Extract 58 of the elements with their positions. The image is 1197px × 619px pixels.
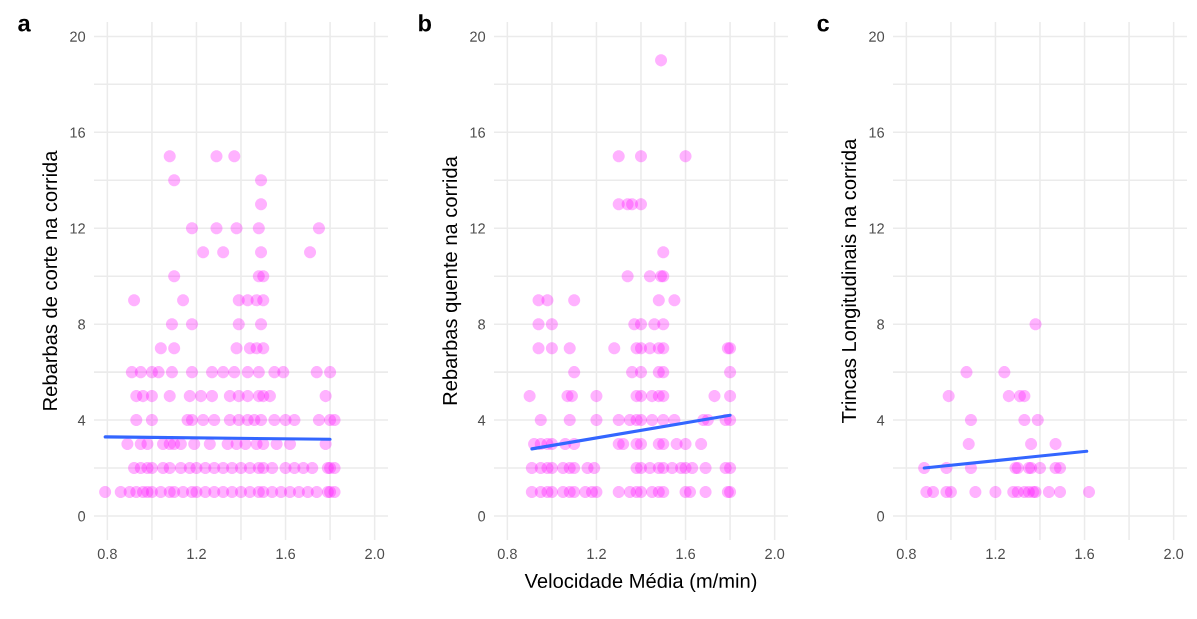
point (1033, 462, 1047, 475)
point (964, 414, 977, 427)
x-tick-label: 0.8 (896, 548, 916, 560)
x-tick-label: 2.0 (365, 548, 385, 560)
y-tick-label: 0 (78, 511, 86, 522)
y-tick-label: 20 (70, 31, 86, 42)
chart-title: c (817, 18, 829, 32)
point (1018, 390, 1031, 403)
point (989, 486, 1002, 499)
x-tick-label: 1.6 (276, 548, 296, 560)
y-tick-label: 4 (477, 415, 486, 426)
y-tick-label: 16 (70, 127, 86, 138)
point (944, 486, 957, 499)
y-tick-label: 16 (470, 127, 486, 138)
y-tick-label: 8 (78, 319, 86, 330)
point (1029, 318, 1042, 331)
x-tick-label: 2.0 (765, 548, 785, 560)
x-tick-label: 0.8 (97, 548, 117, 560)
y-axis-title: Rebarbas de corte na corrida (42, 150, 58, 410)
point (960, 366, 973, 379)
point (962, 438, 975, 451)
point (1054, 486, 1067, 499)
x-axis-title: Velocidade Média (m/min) (524, 573, 757, 593)
point (1025, 438, 1038, 451)
y-tick-label: 12 (70, 223, 85, 234)
y-tick-label: 0 (877, 511, 885, 522)
y-axis-title: Rebarbas quente na corrida (442, 156, 462, 405)
y-tick-label: 12 (470, 223, 485, 234)
x-tick-label: 0.8 (497, 548, 517, 560)
y-tick-label: 8 (877, 319, 885, 330)
x-tick-label: 1.6 (676, 548, 696, 560)
point (969, 486, 982, 499)
point (1054, 462, 1067, 475)
point (927, 486, 940, 499)
y-tick-label: 8 (478, 319, 486, 330)
y-tick-label: 16 (869, 127, 885, 138)
y-tick-label: 20 (470, 31, 486, 42)
chart-title: a (18, 18, 31, 32)
point (1018, 414, 1031, 427)
point (942, 390, 955, 403)
point (1031, 414, 1044, 427)
y-axis-title: Trincas Longitudinais na corrida (841, 138, 861, 423)
x-tick-label: 1.2 (587, 548, 606, 559)
point (1002, 390, 1015, 403)
point (1049, 438, 1062, 451)
x-tick-label: 2.0 (1164, 548, 1184, 560)
x-tick-label: 1.2 (986, 548, 1005, 559)
point (1082, 486, 1096, 499)
y-tick-label: 0 (478, 511, 486, 522)
y-tick-label: 4 (77, 415, 86, 426)
x-tick-label: 1.6 (1075, 548, 1095, 560)
point (1042, 486, 1055, 499)
y-tick-label: 4 (876, 415, 885, 426)
y-tick-label: 20 (869, 31, 885, 42)
y-tick-label: 12 (869, 223, 884, 234)
chart-title: b (419, 14, 432, 32)
point (998, 366, 1011, 379)
x-tick-label: 1.2 (187, 548, 206, 559)
